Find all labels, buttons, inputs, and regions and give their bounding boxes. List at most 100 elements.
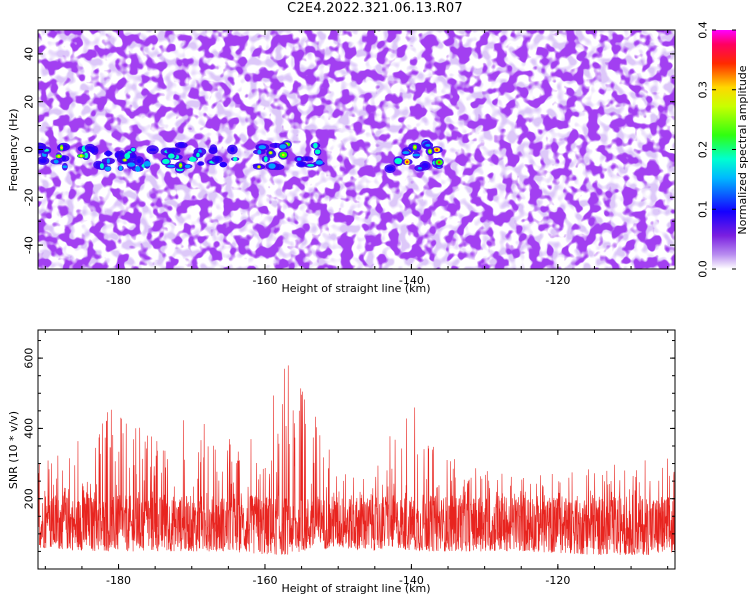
signal-blob xyxy=(118,165,123,171)
signal-blob xyxy=(90,147,96,154)
spectrogram-ylabel: Frequency (Hz) xyxy=(7,109,20,192)
signal-blob xyxy=(394,158,403,165)
snr-ytick-label: 200 xyxy=(23,488,36,509)
signal-blob xyxy=(313,142,318,149)
signal-blob xyxy=(412,153,421,157)
signal-blob-core xyxy=(60,146,63,149)
snr-ylabel: SNR (10 * v/v) xyxy=(7,411,20,489)
snr-frame xyxy=(37,329,676,570)
signal-blob xyxy=(425,143,431,147)
snr-xtick-label: -140 xyxy=(399,574,424,587)
signal-blob xyxy=(274,142,278,149)
spectrogram-panel: -180 -160 -140 -120 -40 -20 0 20 40 Height of st… xyxy=(7,29,676,295)
snr-xtick-label: -160 xyxy=(252,574,277,587)
spectrogram-ytick-label: -40 xyxy=(23,236,36,254)
signal-blob xyxy=(171,148,175,153)
spectrogram-ytick-label: 40 xyxy=(23,47,36,61)
signal-blob xyxy=(189,156,197,162)
spectrogram-xtick-label: -180 xyxy=(106,274,131,287)
signal-blob xyxy=(136,158,141,164)
signal-blob xyxy=(143,161,151,167)
signal-blob xyxy=(177,142,185,148)
signal-blob xyxy=(230,146,235,153)
figure-title: C2E4.2022.321.06.13.R07 xyxy=(287,1,463,16)
spectrogram-ytick-label: 20 xyxy=(23,95,36,109)
colorbar-label: Normalized spectral amplitude xyxy=(736,65,749,234)
spectrogram-axes: -180 -160 -140 -120 -40 -20 0 20 40 xyxy=(23,29,675,287)
signal-blob xyxy=(296,157,302,161)
snr-xlabel: Height of straight line (km) xyxy=(281,582,430,595)
signal-blob xyxy=(268,163,276,169)
signal-blob xyxy=(167,164,175,168)
signal-blob-core xyxy=(435,148,439,152)
colorbar-tick-label: 0.1 xyxy=(697,201,710,219)
signal-blob xyxy=(264,156,268,163)
signal-blob xyxy=(105,150,112,157)
signal-blob-core xyxy=(281,153,285,157)
signal-blob-core xyxy=(428,150,432,153)
snr-ytick-label: 600 xyxy=(23,348,36,369)
spectrogram-xtick-label: -140 xyxy=(399,274,424,287)
signal-blob-core xyxy=(79,154,83,158)
snr-xtick-label: -180 xyxy=(106,574,131,587)
colorbar-tick-label: 0.4 xyxy=(697,21,710,39)
signal-blob xyxy=(304,156,309,161)
signal-blob xyxy=(417,166,422,170)
signal-blob-core xyxy=(269,151,272,155)
signal-blob xyxy=(104,166,111,171)
signal-band-layer xyxy=(38,138,444,174)
signal-blob xyxy=(279,144,287,149)
signal-blob xyxy=(196,152,200,158)
spectrogram-ytick-label: 0 xyxy=(23,146,36,153)
signal-blob-core xyxy=(123,158,127,162)
signal-blob xyxy=(168,153,175,159)
signal-blob xyxy=(219,161,228,168)
snr-axes: -180 -160 -140 -120 200 400 600 xyxy=(23,330,675,587)
signal-blob-core xyxy=(413,145,417,149)
signal-blob xyxy=(39,158,47,163)
signal-blob xyxy=(386,166,394,172)
colorbar: 0.0 0.1 0.2 0.3 0.4 Normalized spectral ampl… xyxy=(697,21,750,278)
signal-blob xyxy=(61,155,67,162)
signal-blob xyxy=(257,149,262,155)
signal-blob xyxy=(130,147,136,152)
signal-blob xyxy=(62,165,68,169)
spectrogram-ytick-label: -20 xyxy=(23,188,36,206)
signal-blob-core xyxy=(437,161,441,164)
signal-blob-core xyxy=(179,164,182,167)
snr-panel: -180 -160 -140 -120 200 400 600 Height of stra… xyxy=(7,329,676,595)
signal-blob xyxy=(162,158,170,165)
signal-blob xyxy=(127,162,136,167)
spectrogram-xtick-label: -160 xyxy=(252,274,277,287)
signal-blob xyxy=(314,149,321,155)
signal-blob xyxy=(258,145,267,150)
signal-blob xyxy=(124,153,131,159)
spectrogram-xtick-label: -120 xyxy=(545,274,570,287)
colorbar-tick-label: 0.2 xyxy=(697,141,710,159)
signal-blob xyxy=(38,145,44,149)
signal-blob xyxy=(106,158,110,164)
colorbar-ticks: 0.0 0.1 0.2 0.3 0.4 xyxy=(697,21,736,278)
signal-blob xyxy=(149,148,157,152)
signal-blob xyxy=(99,163,104,169)
signal-blob xyxy=(402,151,410,155)
snr-ytick-label: 400 xyxy=(23,418,36,439)
signal-blob xyxy=(184,164,191,169)
spectrogram-noise-field xyxy=(38,30,675,269)
snr-xtick-label: -120 xyxy=(545,574,570,587)
spectrogram-xlabel: Height of straight line (km) xyxy=(281,282,430,295)
signal-blob xyxy=(209,147,217,151)
snr-series-line xyxy=(38,365,675,555)
signal-blob xyxy=(315,160,323,165)
signal-blob-core xyxy=(257,165,261,169)
signal-blob xyxy=(53,159,59,164)
signal-blob xyxy=(307,163,315,167)
signal-blob xyxy=(135,166,141,172)
colorbar-tick-label: 0.3 xyxy=(697,81,710,99)
colorbar-tick-label: 0.0 xyxy=(697,260,710,278)
signal-blob xyxy=(198,161,203,166)
signal-blob-core xyxy=(57,154,61,158)
signal-blob xyxy=(297,161,306,167)
signal-blob xyxy=(233,156,238,162)
